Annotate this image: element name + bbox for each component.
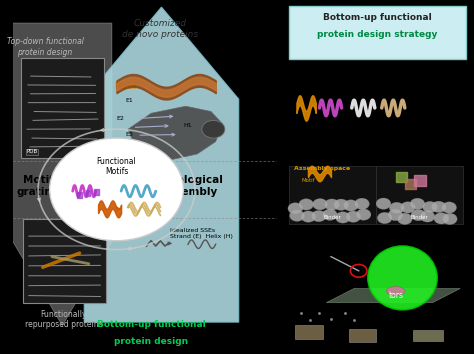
- Circle shape: [344, 200, 358, 211]
- Polygon shape: [128, 106, 223, 161]
- Text: E2: E2: [117, 116, 124, 121]
- FancyBboxPatch shape: [413, 330, 443, 341]
- Text: PDB: PDB: [27, 149, 38, 154]
- Ellipse shape: [386, 287, 405, 295]
- Text: protein design strategy: protein design strategy: [317, 30, 438, 39]
- Circle shape: [420, 211, 435, 222]
- Circle shape: [322, 209, 337, 221]
- Circle shape: [442, 202, 456, 213]
- FancyBboxPatch shape: [295, 325, 323, 339]
- Circle shape: [377, 212, 392, 224]
- Text: Bottom-up functional: Bottom-up functional: [97, 320, 206, 329]
- Text: tors: tors: [389, 291, 404, 300]
- Polygon shape: [0, 23, 125, 326]
- Circle shape: [299, 199, 313, 210]
- Circle shape: [410, 198, 425, 210]
- Text: Binder: Binder: [411, 215, 428, 220]
- Circle shape: [397, 213, 412, 224]
- Circle shape: [301, 211, 316, 222]
- FancyBboxPatch shape: [289, 6, 465, 59]
- Text: Idealized SSEs
Strand (E)  Helix (H): Idealized SSEs Strand (E) Helix (H): [170, 228, 232, 239]
- Circle shape: [376, 198, 391, 209]
- Text: Motif: Motif: [114, 82, 137, 91]
- Polygon shape: [84, 7, 239, 322]
- Text: Motif: Motif: [301, 178, 315, 183]
- Text: Functional
Motifs: Functional Motifs: [97, 157, 137, 176]
- Text: E1: E1: [126, 98, 134, 103]
- Circle shape: [434, 213, 449, 224]
- Text: Topological
assembly: Topological assembly: [157, 175, 224, 197]
- Circle shape: [423, 201, 438, 213]
- Circle shape: [325, 199, 339, 210]
- Circle shape: [288, 203, 303, 214]
- Text: H1: H1: [183, 123, 192, 128]
- Polygon shape: [327, 289, 460, 303]
- Circle shape: [356, 209, 371, 220]
- Text: Motif
grating: Motif grating: [17, 175, 60, 197]
- FancyBboxPatch shape: [23, 219, 106, 303]
- Text: protein design: protein design: [114, 337, 188, 346]
- Text: Binder: Binder: [323, 215, 341, 220]
- Text: E3: E3: [126, 132, 134, 137]
- Ellipse shape: [368, 246, 437, 310]
- Circle shape: [389, 202, 404, 213]
- Circle shape: [336, 212, 350, 223]
- Circle shape: [431, 201, 446, 212]
- Circle shape: [401, 202, 415, 213]
- Circle shape: [388, 209, 403, 221]
- Text: Bottom-up functional: Bottom-up functional: [323, 13, 431, 22]
- Text: Functionally
repurposed proteins: Functionally repurposed proteins: [25, 310, 102, 329]
- Circle shape: [311, 210, 326, 222]
- Text: Top-down functional
protein design: Top-down functional protein design: [7, 37, 83, 57]
- Circle shape: [411, 210, 426, 221]
- Circle shape: [50, 138, 183, 241]
- Circle shape: [334, 199, 348, 210]
- Text: Customized
de novo proteins: Customized de novo proteins: [122, 19, 199, 39]
- Circle shape: [313, 199, 328, 210]
- Circle shape: [290, 210, 304, 221]
- Text: Assembly space: Assembly space: [294, 166, 350, 171]
- FancyBboxPatch shape: [289, 166, 376, 224]
- Circle shape: [346, 211, 361, 222]
- FancyBboxPatch shape: [348, 329, 376, 342]
- Circle shape: [442, 213, 457, 224]
- FancyBboxPatch shape: [21, 58, 104, 158]
- Circle shape: [355, 198, 369, 210]
- FancyBboxPatch shape: [376, 166, 464, 224]
- Circle shape: [202, 120, 225, 138]
